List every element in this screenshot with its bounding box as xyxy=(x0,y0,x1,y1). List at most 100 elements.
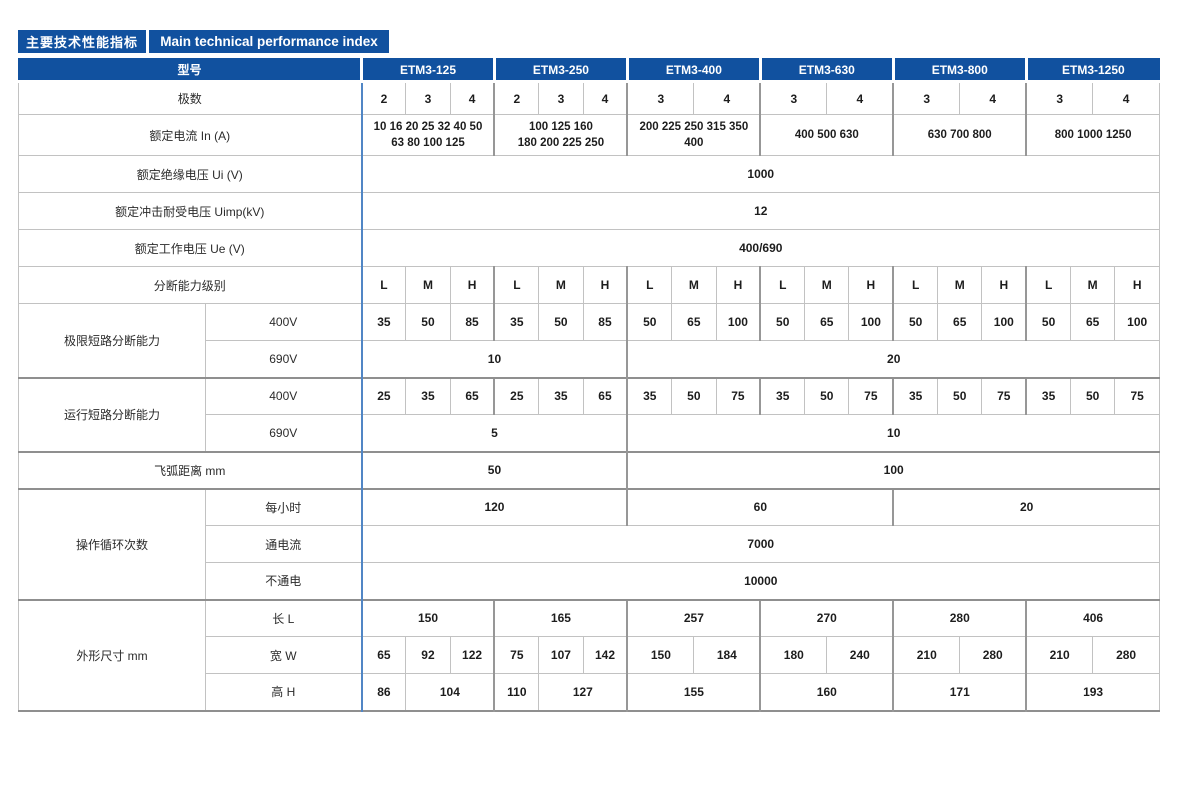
poles-value: 4 xyxy=(959,81,1027,115)
table-row-cycles-per-hour: 操作循环次数 每小时 120 60 20 xyxy=(18,487,1161,600)
poles-value: 3 xyxy=(538,81,584,115)
row-label-length: 长 L xyxy=(204,598,363,637)
breaking-value: 50 xyxy=(538,303,584,341)
spec-table: 型号 ETM3-125 ETM3-250 ETM3-400 ETM3-630 E… xyxy=(17,58,1161,712)
poles-value: 2 xyxy=(493,81,540,115)
dimension-value: 210 xyxy=(1025,636,1094,674)
dimension-value: 193 xyxy=(1025,673,1161,711)
dimension-value: 110 xyxy=(493,673,540,711)
row-label-arc-distance: 飞弧距离 mm xyxy=(17,450,363,489)
poles-value: 3 xyxy=(626,81,695,115)
breaking-value: 35 xyxy=(538,376,584,415)
section-title-bar: 主要技术性能指标 Main technical performance inde… xyxy=(18,30,389,53)
row-label-per-hour: 每小时 xyxy=(204,487,363,526)
arc-distance-value: 100 xyxy=(626,450,1161,489)
dimension-value: 65 xyxy=(360,636,407,674)
breaking-value: 35 xyxy=(892,376,939,415)
grade-value: L xyxy=(626,266,673,304)
row-label-height: 高 H xyxy=(204,673,363,711)
breaking-value: 50 xyxy=(1025,303,1072,341)
row-label-400v: 400V xyxy=(204,303,363,341)
table-row-working-voltage: 额定工作电压 Ue (V) 400/690 xyxy=(17,229,1160,267)
row-label-without-current: 不通电 xyxy=(204,562,363,600)
dimension-value: 107 xyxy=(538,636,584,674)
breaking-value: 100 xyxy=(1114,303,1160,341)
impulse-voltage-value: 12 xyxy=(360,192,1160,230)
model-header: ETM3-800 xyxy=(892,58,1028,83)
breaking-value: 75 xyxy=(1114,376,1160,415)
dimension-value: 210 xyxy=(892,636,961,674)
breaking-value: 10 xyxy=(360,340,628,378)
table-row-impulse-voltage: 额定冲击耐受电压 Uimp(kV) 12 xyxy=(17,192,1160,230)
row-label-width: 宽 W xyxy=(204,636,363,674)
section-title-chinese: 主要技术性能指标 xyxy=(18,30,146,53)
grade-value: H xyxy=(1114,266,1160,304)
row-label-breaking-grade: 分断能力级别 xyxy=(17,266,363,304)
breaking-value: 75 xyxy=(715,376,761,415)
row-label-insulation-voltage: 额定绝缘电压 Ui (V) xyxy=(17,155,363,193)
breaking-value: 35 xyxy=(493,303,540,341)
poles-value: 3 xyxy=(759,81,828,115)
table-row-service-breaking-400v: 运行短路分断能力 400V 25 35 65 25 35 65 35 50 75… xyxy=(18,376,1160,452)
dimension-value: 155 xyxy=(626,673,761,711)
table-row-arc-distance: 飞弧距离 mm 50 100 xyxy=(17,450,1161,489)
breaking-value: 100 xyxy=(715,303,761,341)
row-label-working-voltage: 额定工作电压 Ue (V) xyxy=(17,229,363,267)
table-row-breaking-grade: 分断能力级别 L M H L M H L M H L M H L M H L M… xyxy=(17,266,1160,304)
dimension-value: 406 xyxy=(1025,598,1161,637)
rated-current-value: 800 1000 1250 xyxy=(1025,114,1161,156)
rated-current-value: 10 16 20 25 32 40 50 63 80 100 125 xyxy=(360,114,495,156)
dimension-value: 150 xyxy=(360,598,495,637)
grade-value: H xyxy=(449,266,495,304)
dimension-value: 104 xyxy=(405,673,495,711)
row-label-poles: 极数 xyxy=(17,81,363,115)
grade-value: L xyxy=(493,266,540,304)
poles-value: 3 xyxy=(892,81,961,115)
grade-value: L xyxy=(1025,266,1072,304)
poles-value: 4 xyxy=(826,81,894,115)
breaking-value: 85 xyxy=(449,303,495,341)
rated-current-value: 200 225 250 315 350 400 xyxy=(626,114,761,156)
breaking-value: 50 xyxy=(892,303,939,341)
dimension-value: 270 xyxy=(759,598,894,637)
breaking-value: 10 xyxy=(626,414,1161,452)
row-label-impulse-voltage: 额定冲击耐受电压 Uimp(kV) xyxy=(17,192,363,230)
breaking-value: 5 xyxy=(360,414,628,452)
dimension-value: 150 xyxy=(626,636,695,674)
breaking-value: 85 xyxy=(582,303,628,341)
row-label-690v: 690V xyxy=(204,414,363,452)
breaking-value: 20 xyxy=(626,340,1161,378)
row-label-rated-current: 额定电流 In (A) xyxy=(17,114,363,156)
dimension-value: 75 xyxy=(493,636,540,674)
model-header: ETM3-400 xyxy=(626,58,762,83)
table-row-dimension-length: 外形尺寸 mm 长 L 150 165 257 270 280 406 xyxy=(18,598,1161,711)
breaking-value: 35 xyxy=(626,376,673,415)
breaking-value: 65 xyxy=(1070,303,1116,341)
breaking-value: 25 xyxy=(493,376,540,415)
breaking-value: 50 xyxy=(759,303,806,341)
dimension-value: 280 xyxy=(1092,636,1160,674)
table-row-poles: 极数 2 3 4 2 3 4 3 4 3 4 3 4 3 4 xyxy=(17,81,1160,115)
model-header: ETM3-630 xyxy=(759,58,895,83)
section-title-english: Main technical performance index xyxy=(149,30,389,53)
model-column-header: 型号 xyxy=(17,58,364,83)
table-row-ultimate-breaking-400v: 极限短路分断能力 400V 35 50 85 35 50 85 50 65 10… xyxy=(18,303,1160,378)
grade-value: L xyxy=(892,266,939,304)
insulation-voltage-value: 1000 xyxy=(360,155,1160,193)
grade-value: M xyxy=(937,266,983,304)
grade-value: H xyxy=(715,266,761,304)
dimension-value: 122 xyxy=(449,636,495,674)
grade-value: M xyxy=(804,266,850,304)
rated-current-value: 100 125 160 180 200 225 250 xyxy=(493,114,628,156)
dimension-value: 184 xyxy=(693,636,761,674)
breaking-value: 100 xyxy=(848,303,894,341)
breaking-value: 75 xyxy=(981,376,1027,415)
breaking-value: 50 xyxy=(405,303,451,341)
poles-value: 4 xyxy=(582,81,628,115)
dimension-value: 86 xyxy=(360,673,407,711)
poles-value: 3 xyxy=(1025,81,1094,115)
breaking-value: 50 xyxy=(626,303,673,341)
group-label-ultimate-breaking: 极限短路分断能力 xyxy=(18,303,206,378)
group-label-service-breaking: 运行短路分断能力 xyxy=(18,376,206,452)
